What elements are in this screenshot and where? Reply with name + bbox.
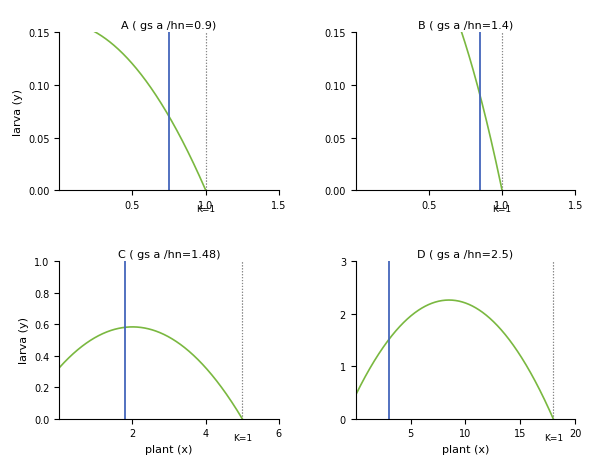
Title: C ( gs a /hn=1.48): C ( gs a /hn=1.48) — [118, 249, 221, 259]
Text: K=1: K=1 — [492, 205, 512, 214]
Y-axis label: larva (y): larva (y) — [12, 89, 23, 136]
X-axis label: plant (x): plant (x) — [442, 444, 489, 454]
Y-axis label: larva (y): larva (y) — [18, 317, 28, 364]
Text: K=1: K=1 — [544, 433, 563, 442]
Text: K=1: K=1 — [232, 433, 252, 442]
Title: D ( gs a /hn=2.5): D ( gs a /hn=2.5) — [417, 249, 514, 259]
Text: K=1: K=1 — [196, 205, 215, 214]
X-axis label: plant (x): plant (x) — [145, 444, 193, 454]
Title: B ( gs a /hn=1.4): B ( gs a /hn=1.4) — [418, 21, 513, 31]
Title: A ( gs a /hn=0.9): A ( gs a /hn=0.9) — [122, 21, 216, 31]
